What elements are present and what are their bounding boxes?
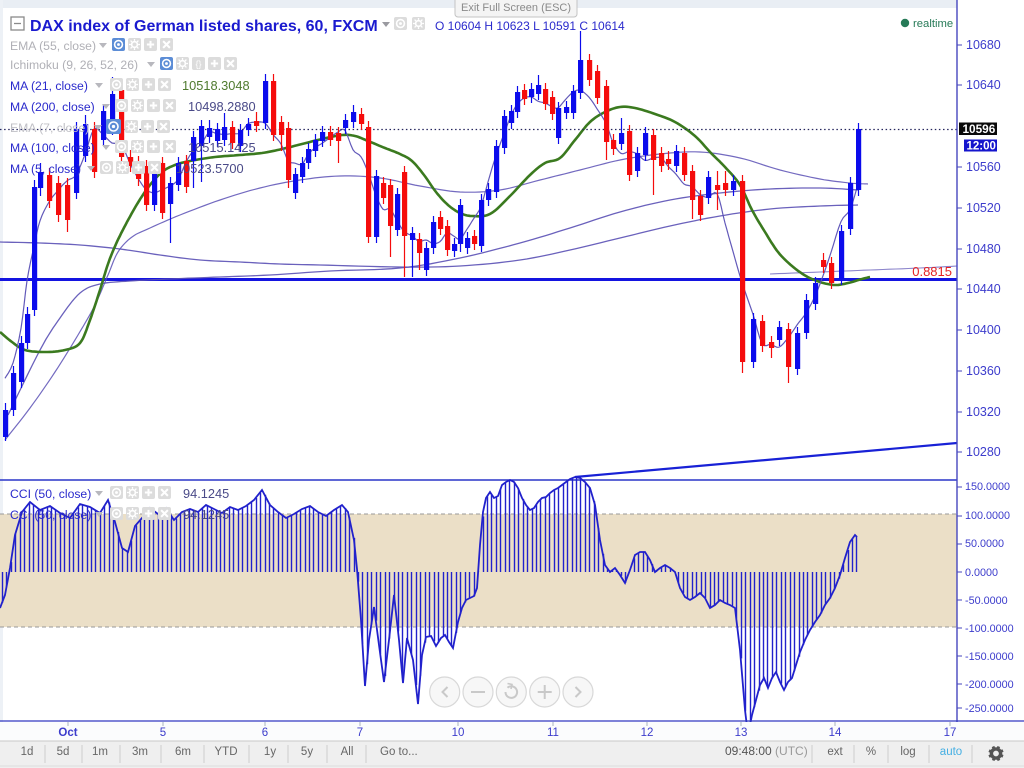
svg-text:10280: 10280 bbox=[966, 445, 1001, 459]
svg-text:10515.1425: 10515.1425 bbox=[188, 140, 256, 155]
svg-text:3m: 3m bbox=[132, 746, 148, 758]
svg-text:-50.0000: -50.0000 bbox=[965, 595, 1008, 607]
svg-text:14: 14 bbox=[829, 727, 842, 739]
svg-text:auto: auto bbox=[940, 746, 962, 758]
svg-text:94.1245: 94.1245 bbox=[183, 507, 229, 522]
svg-text:7: 7 bbox=[357, 727, 363, 739]
svg-text:Go to...: Go to... bbox=[380, 746, 418, 758]
svg-text:5y: 5y bbox=[301, 746, 313, 758]
svg-text:10596: 10596 bbox=[963, 122, 996, 136]
svg-text:94.1245: 94.1245 bbox=[183, 486, 229, 501]
svg-text:MA (200, close): MA (200, close) bbox=[10, 100, 95, 114]
svg-text:10400: 10400 bbox=[966, 323, 1001, 337]
svg-text:6: 6 bbox=[262, 727, 268, 739]
svg-text:1d: 1d bbox=[21, 746, 34, 758]
svg-text:11: 11 bbox=[547, 727, 559, 739]
svg-text:10520: 10520 bbox=[966, 201, 1001, 215]
svg-text:17: 17 bbox=[944, 727, 957, 739]
svg-text:EMA (55, close): EMA (55, close) bbox=[10, 39, 96, 53]
svg-text:log: log bbox=[900, 746, 915, 758]
svg-text:All: All bbox=[341, 746, 354, 758]
svg-text:0.8815: 0.8815 bbox=[912, 264, 952, 279]
svg-text:O 10604 H 10623 L 10591 C 1061: O 10604 H 10623 L 10591 C 10614 bbox=[435, 19, 625, 33]
svg-text:10560: 10560 bbox=[966, 160, 1001, 174]
svg-text:5d: 5d bbox=[57, 746, 70, 758]
svg-text:EMA (7, close): EMA (7, close) bbox=[10, 121, 89, 135]
svg-text:10440: 10440 bbox=[966, 282, 1001, 296]
svg-text:10480: 10480 bbox=[966, 242, 1001, 256]
svg-text:100.0000: 100.0000 bbox=[965, 510, 1010, 522]
svg-text:0.0000: 0.0000 bbox=[965, 567, 998, 579]
svg-text:DAX index of German listed sha: DAX index of German listed shares, 60, F… bbox=[30, 18, 378, 35]
svg-text:Oct: Oct bbox=[58, 727, 77, 739]
svg-text:YTD: YTD bbox=[215, 746, 238, 758]
svg-text:13: 13 bbox=[735, 727, 748, 739]
svg-text:5: 5 bbox=[160, 727, 166, 739]
svg-text:10360: 10360 bbox=[966, 364, 1001, 378]
svg-text:MA (100, close): MA (100, close) bbox=[10, 141, 95, 155]
svg-text:CCI (50, close): CCI (50, close) bbox=[10, 508, 91, 522]
svg-text:50.0000: 50.0000 bbox=[965, 538, 1004, 550]
svg-text:-150.0000: -150.0000 bbox=[965, 651, 1014, 663]
svg-text:10518.3048: 10518.3048 bbox=[182, 78, 250, 93]
svg-text:{}: {} bbox=[195, 59, 201, 69]
svg-text:1m: 1m bbox=[92, 746, 108, 758]
svg-text:Ichimoku (9, 26, 52, 26): Ichimoku (9, 26, 52, 26) bbox=[10, 58, 138, 72]
svg-text:-250.0000: -250.0000 bbox=[965, 703, 1014, 715]
svg-text:10640: 10640 bbox=[966, 78, 1001, 92]
svg-text:6m: 6m bbox=[175, 746, 191, 758]
svg-text:150.0000: 150.0000 bbox=[965, 481, 1010, 493]
svg-text:10523.5700: 10523.5700 bbox=[176, 161, 244, 176]
svg-text:10: 10 bbox=[452, 727, 465, 739]
svg-text:ext: ext bbox=[827, 746, 843, 758]
svg-text:10498.2880: 10498.2880 bbox=[188, 99, 256, 114]
svg-text:MA (21, close): MA (21, close) bbox=[10, 79, 88, 93]
svg-text:10680: 10680 bbox=[966, 38, 1001, 52]
svg-text:%: % bbox=[866, 746, 876, 758]
svg-text:10320: 10320 bbox=[966, 405, 1001, 419]
svg-text:realtime: realtime bbox=[913, 18, 953, 30]
svg-text:1y: 1y bbox=[264, 746, 276, 758]
svg-text:-200.0000: -200.0000 bbox=[965, 679, 1014, 691]
svg-text:CCI (50, close): CCI (50, close) bbox=[10, 487, 91, 501]
svg-text:MA (5, close): MA (5, close) bbox=[10, 162, 81, 176]
svg-text:12:00: 12:00 bbox=[967, 141, 996, 153]
svg-text:12: 12 bbox=[641, 727, 654, 739]
svg-text:09:48:00 (UTC): 09:48:00 (UTC) bbox=[725, 744, 808, 758]
svg-text:Exit Full Screen (ESC): Exit Full Screen (ESC) bbox=[461, 2, 571, 14]
svg-text:-100.0000: -100.0000 bbox=[965, 623, 1014, 635]
